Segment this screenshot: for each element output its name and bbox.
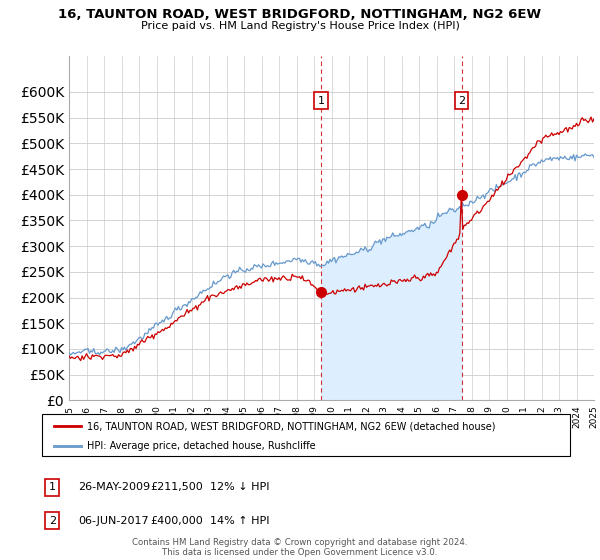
Text: £400,000: £400,000 bbox=[150, 516, 203, 526]
Text: 14% ↑ HPI: 14% ↑ HPI bbox=[210, 516, 269, 526]
Text: 26-MAY-2009: 26-MAY-2009 bbox=[78, 482, 150, 492]
Text: 2: 2 bbox=[458, 96, 465, 106]
Text: Price paid vs. HM Land Registry's House Price Index (HPI): Price paid vs. HM Land Registry's House … bbox=[140, 21, 460, 31]
Text: 1: 1 bbox=[317, 96, 325, 106]
Text: £211,500: £211,500 bbox=[150, 482, 203, 492]
Text: HPI: Average price, detached house, Rushcliffe: HPI: Average price, detached house, Rush… bbox=[87, 441, 316, 451]
Text: Contains HM Land Registry data © Crown copyright and database right 2024.
This d: Contains HM Land Registry data © Crown c… bbox=[132, 538, 468, 557]
Text: 2: 2 bbox=[49, 516, 56, 526]
Text: 16, TAUNTON ROAD, WEST BRIDGFORD, NOTTINGHAM, NG2 6EW (detached house): 16, TAUNTON ROAD, WEST BRIDGFORD, NOTTIN… bbox=[87, 421, 496, 431]
Text: 12% ↓ HPI: 12% ↓ HPI bbox=[210, 482, 269, 492]
Text: 06-JUN-2017: 06-JUN-2017 bbox=[78, 516, 149, 526]
Text: 16, TAUNTON ROAD, WEST BRIDGFORD, NOTTINGHAM, NG2 6EW: 16, TAUNTON ROAD, WEST BRIDGFORD, NOTTIN… bbox=[58, 8, 542, 21]
Text: 1: 1 bbox=[49, 482, 56, 492]
